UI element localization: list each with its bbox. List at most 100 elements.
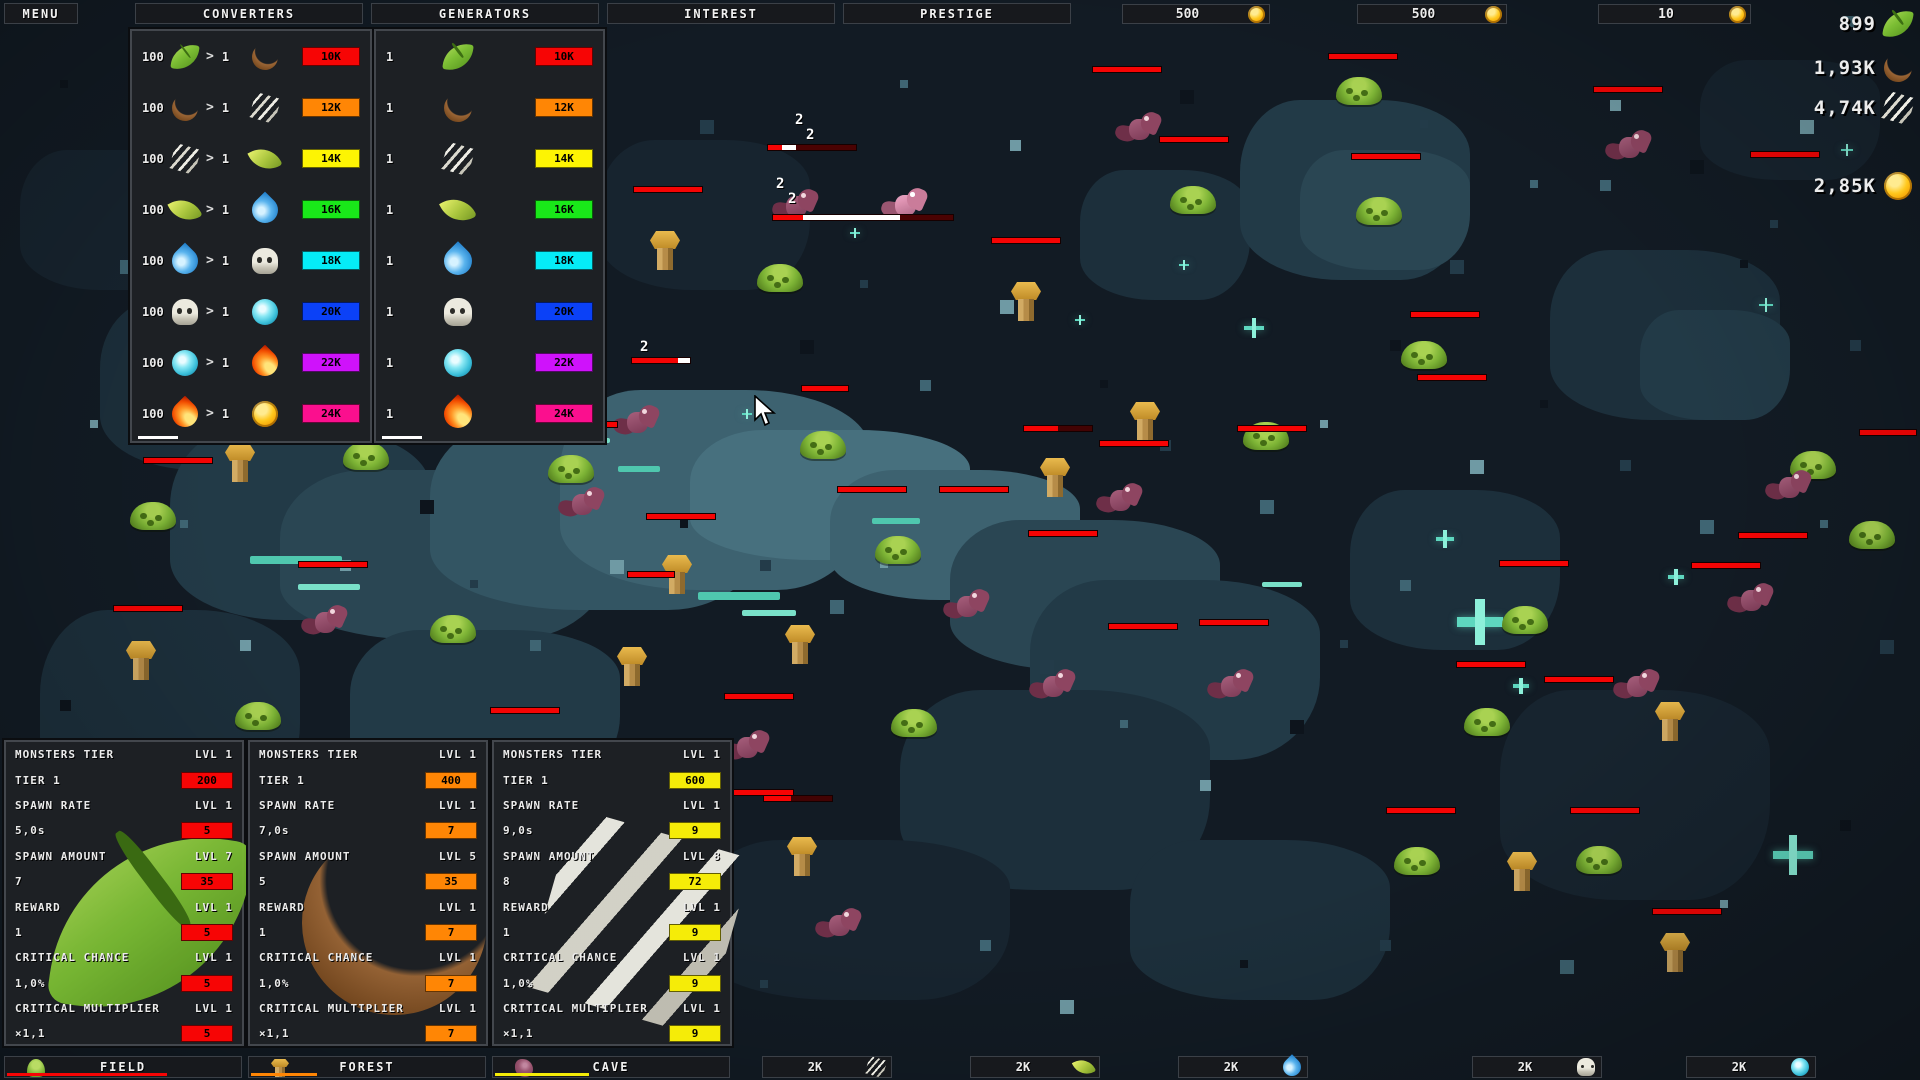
upgrade-button[interactable]: 35 — [181, 873, 233, 891]
monsters-tier-panel: MONSTERS TIER LVL 1 TIER 1 600 SPAWN RATE LVL… — [492, 740, 753, 1046]
slime-monster[interactable] — [891, 709, 937, 737]
buy-generator-button[interactable]: 18K — [535, 251, 593, 270]
upgrade-button[interactable]: 9 — [669, 1025, 721, 1043]
converters-scroll-indicator[interactable] — [138, 436, 178, 439]
upgrade-button[interactable]: 5 — [181, 974, 233, 992]
slime-monster[interactable] — [1336, 77, 1382, 105]
slime-monster[interactable] — [1356, 197, 1402, 225]
upgrade-button[interactable]: 200 — [181, 771, 233, 789]
bat-monster[interactable] — [723, 728, 771, 766]
bat-monster[interactable] — [1029, 667, 1077, 705]
slime-monster[interactable] — [235, 702, 281, 730]
zone-tab-field[interactable]: FIELD — [4, 1056, 242, 1078]
buy-converter-button[interactable]: 10K — [302, 47, 360, 66]
tab-prestige[interactable]: PRESTIGE — [843, 3, 1071, 24]
acorn-monster[interactable] — [126, 641, 156, 681]
zone-tab-cave[interactable]: CAVE — [492, 1056, 730, 1078]
acorn-monster[interactable] — [225, 443, 255, 483]
acorn-monster[interactable] — [1507, 852, 1537, 892]
stat-level: LVL 1 — [438, 951, 477, 965]
tab-interest[interactable]: INTEREST — [607, 3, 835, 24]
bat-monster[interactable] — [613, 403, 661, 441]
bat-monster[interactable] — [815, 906, 863, 944]
bat-monster[interactable] — [1605, 128, 1653, 166]
tab-generators[interactable]: GENERATORS — [371, 3, 599, 24]
buy-converter-button[interactable]: 20K — [302, 302, 360, 321]
acorn-monster[interactable] — [785, 625, 815, 665]
buy-converter-button[interactable]: 12K — [302, 98, 360, 117]
slime-monster[interactable] — [1401, 341, 1447, 369]
acorn-monster[interactable] — [1655, 702, 1685, 742]
acorn-monster[interactable] — [662, 555, 692, 595]
buy-generator-button[interactable]: 20K — [535, 302, 593, 321]
upgrade-button[interactable]: 35 — [425, 873, 477, 891]
upgrade-button[interactable]: 7 — [425, 822, 477, 840]
bat-monster[interactable] — [1727, 581, 1775, 619]
slime-monster[interactable] — [875, 536, 921, 564]
buy-generator-button[interactable]: 24K — [535, 404, 593, 423]
acorn-monster[interactable] — [1130, 402, 1160, 442]
stat-value: TIER 1 — [15, 773, 61, 787]
buy-converter-button[interactable]: 14K — [302, 149, 360, 168]
quick-buy-button[interactable]: 2K — [970, 1054, 1100, 1080]
bat-monster[interactable] — [1765, 468, 1813, 506]
quick-buy-button[interactable]: 2K — [1686, 1056, 1816, 1078]
upgrade-button[interactable]: 400 — [425, 771, 477, 789]
buy-generator-button[interactable]: 12K — [535, 98, 593, 117]
upgrade-button[interactable]: 9 — [669, 923, 721, 941]
buy-converter-button[interactable]: 24K — [302, 404, 360, 423]
bat-monster[interactable] — [301, 603, 349, 641]
slime-monster[interactable] — [130, 502, 176, 530]
upgrade-button[interactable]: 5 — [181, 923, 233, 941]
slime-monster[interactable] — [1394, 847, 1440, 875]
buy-generator-button[interactable]: 22K — [535, 353, 593, 372]
buy-generator-button[interactable]: 10K — [535, 47, 593, 66]
upgrade-button[interactable]: 72 — [669, 873, 721, 891]
slime-monster[interactable] — [800, 431, 846, 459]
acorn-monster[interactable] — [650, 231, 680, 271]
bat-monster[interactable] — [1096, 481, 1144, 519]
upgrade-button[interactable]: 7 — [425, 974, 477, 992]
quick-buy-button[interactable]: 2K — [1472, 1056, 1602, 1078]
slime-monster[interactable] — [343, 442, 389, 470]
buy-converter-button[interactable]: 18K — [302, 251, 360, 270]
acorn-monster[interactable] — [617, 647, 647, 687]
slime-monster[interactable] — [1464, 708, 1510, 736]
zone-tab-forest[interactable]: FOREST — [248, 1056, 486, 1078]
buy-generator-button[interactable]: 16K — [535, 200, 593, 219]
slime-monster[interactable] — [1576, 846, 1622, 874]
acorn-monster[interactable] — [1660, 933, 1690, 973]
upgrade-button[interactable]: 7 — [425, 923, 477, 941]
bat-monster[interactable] — [881, 186, 929, 224]
tab-converters[interactable]: CONVERTERS — [135, 3, 363, 24]
quick-buy-button[interactable]: 2K — [762, 1055, 892, 1079]
acorn-monster[interactable] — [1040, 458, 1070, 498]
upgrade-button[interactable]: 9 — [669, 974, 721, 992]
slime-monster[interactable] — [1849, 521, 1895, 549]
buy-generator-button[interactable]: 14K — [535, 149, 593, 168]
bat-monster[interactable] — [558, 485, 606, 523]
upgrade-button[interactable]: 5 — [181, 822, 233, 840]
slime-monster[interactable] — [548, 455, 594, 483]
upgrade-button[interactable]: 9 — [669, 822, 721, 840]
buy-converter-button[interactable]: 22K — [302, 353, 360, 372]
buy-converter-button[interactable]: 16K — [302, 200, 360, 219]
terrain-pixel — [1390, 340, 1401, 351]
slime-monster[interactable] — [430, 615, 476, 643]
upgrade-button[interactable]: 600 — [669, 771, 721, 789]
quick-buy-button[interactable]: 2K — [1178, 1054, 1308, 1080]
upgrade-button[interactable]: 7 — [425, 1025, 477, 1043]
slime-monster[interactable] — [1502, 606, 1548, 634]
bat-monster[interactable] — [1207, 667, 1255, 705]
menu-button[interactable]: MENU — [4, 3, 78, 24]
bat-monster[interactable] — [943, 587, 991, 625]
generators-scroll-indicator[interactable] — [382, 436, 422, 439]
acorn-monster[interactable] — [1011, 282, 1041, 322]
bat-monster[interactable] — [1613, 667, 1661, 705]
slime-monster[interactable] — [1170, 186, 1216, 214]
bat-monster[interactable] — [1115, 110, 1163, 148]
upgrade-button[interactable]: 5 — [181, 1025, 233, 1043]
slime-monster[interactable] — [757, 264, 803, 292]
bat-monster[interactable] — [772, 187, 820, 225]
acorn-monster[interactable] — [787, 837, 817, 877]
